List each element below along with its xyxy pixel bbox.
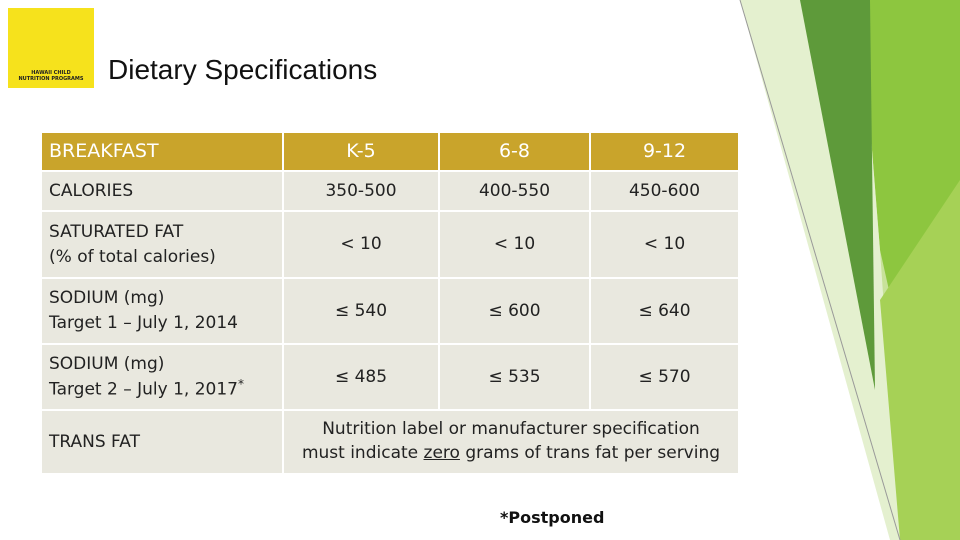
table-cell: 350-500 <box>284 172 438 210</box>
table-cell: ≤ 600 <box>440 279 589 343</box>
table-cell: < 10 <box>284 212 438 277</box>
label-line: Target 1 – July 1, 2014 <box>49 313 238 333</box>
table-cell: < 10 <box>440 212 589 277</box>
table-cell: 400-550 <box>440 172 589 210</box>
label-line: Target 2 – July 1, 2017* <box>49 377 244 400</box>
row-label: SODIUM (mg) Target 1 – July 1, 2014 <box>42 279 282 343</box>
row-label: SATURATED FAT (% of total calories) <box>42 212 282 277</box>
footnote: *Postponed <box>500 508 605 527</box>
label-line: CALORIES <box>49 180 134 201</box>
column-header: BREAKFAST <box>42 133 282 170</box>
row-label: CALORIES <box>42 172 282 210</box>
logo: HAWAII CHILD NUTRITION PROGRAMS <box>8 8 94 88</box>
footnote-mark: * <box>237 377 244 392</box>
table-cell: ≤ 640 <box>591 279 738 343</box>
note-text: must indicate <box>301 443 424 463</box>
note-emphasis: zero <box>423 443 460 463</box>
note-line: must indicate zero grams of trans fat pe… <box>302 442 720 466</box>
table-cell: ≤ 570 <box>591 345 738 409</box>
table-cell: < 10 <box>591 212 738 277</box>
table-cell: 450-600 <box>591 172 738 210</box>
table-cell: ≤ 485 <box>284 345 438 409</box>
label-line: SODIUM (mg) <box>49 353 165 374</box>
table-cell: ≤ 535 <box>440 345 589 409</box>
column-header: 9-12 <box>591 133 738 170</box>
column-header: 6-8 <box>440 133 589 170</box>
label-line: (% of total calories) <box>49 246 216 267</box>
table-cell: ≤ 540 <box>284 279 438 343</box>
slide-title: Dietary Specifications <box>108 54 378 85</box>
column-header: K-5 <box>284 133 438 170</box>
row-label: TRANS FAT <box>42 411 282 473</box>
logo-text: HAWAII CHILD <box>31 70 71 76</box>
note-line: Nutrition label or manufacturer specific… <box>322 419 700 440</box>
label-line: TRANS FAT <box>49 431 140 452</box>
merged-cell: Nutrition label or manufacturer specific… <box>284 411 738 473</box>
label-line: SODIUM (mg) <box>49 288 165 309</box>
label-line: SATURATED FAT <box>49 221 184 242</box>
note-text: grams of trans fat per serving <box>459 443 721 463</box>
row-label: SODIUM (mg) Target 2 – July 1, 2017* <box>42 345 282 409</box>
logo-text: NUTRITION PROGRAMS <box>18 75 84 82</box>
